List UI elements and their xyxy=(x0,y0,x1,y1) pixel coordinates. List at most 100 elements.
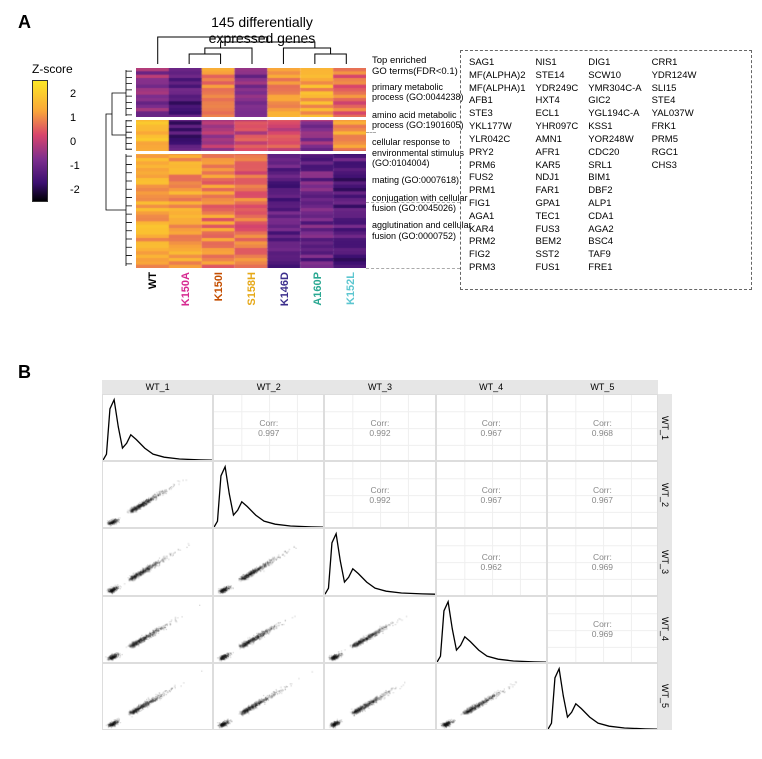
gene-name: FUS3 xyxy=(535,224,578,237)
gene-name: STE3 xyxy=(469,108,525,121)
gene-name: BSC4 xyxy=(588,236,641,249)
pairs-scatter-cell: 02468 xyxy=(324,663,435,730)
gene-name: YAL037W xyxy=(652,108,697,121)
gene-name: YHR097C xyxy=(535,121,578,134)
gene-name: AGA1 xyxy=(469,211,525,224)
pairs-scatter-cell: 02468 xyxy=(102,596,213,663)
dash-connector xyxy=(366,202,460,203)
go-term: mating (GO:0007618) xyxy=(372,175,472,185)
gene-name: YLR042C xyxy=(469,134,525,147)
gene-name: YKL177W xyxy=(469,121,525,134)
gene-name: PRM2 xyxy=(469,236,525,249)
gene-name: STE14 xyxy=(535,70,578,83)
pairs-column-header: WT_3 xyxy=(324,380,435,394)
panel-a-label: A xyxy=(18,12,31,33)
heatmap-column-labels: WTK150AK150IS158HK146DA160PK152L xyxy=(136,270,366,330)
gene-name: NDJ1 xyxy=(535,172,578,185)
pairs-scatter-cell: 02468 xyxy=(102,528,213,595)
gene-name: NIS1 xyxy=(535,57,578,70)
gene-name: RGC1 xyxy=(652,147,697,160)
pairs-column-header: WT_2 xyxy=(213,380,324,394)
gene-name: GIC2 xyxy=(588,95,641,108)
gene-name: AFB1 xyxy=(469,95,525,108)
pairs-column-header: WT_4 xyxy=(436,380,547,394)
pairs-diagonal-density: 02468 xyxy=(547,663,658,730)
pairs-correlation-cell: Corr: 0.967 xyxy=(436,394,547,461)
pairs-diagonal-density xyxy=(213,461,324,528)
colorbar-tick: 2 xyxy=(70,88,76,100)
gene-name: BIM1 xyxy=(588,172,641,185)
gene-name: MF(ALPHA)1 xyxy=(469,83,525,96)
pairs-diagonal-density xyxy=(436,596,547,663)
gene-name: STE4 xyxy=(652,95,697,108)
go-term: cellular response to environmental stimu… xyxy=(372,137,472,168)
pairs-correlation-cell: Corr: 0.969 xyxy=(547,596,658,663)
colorbar-tick: -1 xyxy=(70,160,80,172)
colorbar-tick: 0 xyxy=(70,136,76,148)
heatmap-cluster-separator xyxy=(136,117,366,120)
heatmap-column-label: K150A xyxy=(180,272,192,306)
gene-name: CDC20 xyxy=(588,147,641,160)
gene-name: YGL194C-A xyxy=(588,108,641,121)
pairs-diagonal-density: 0.10.20.30.4 xyxy=(102,394,213,461)
pairs-row-header: WT_4 xyxy=(658,596,672,663)
gene-name: PRM5 xyxy=(652,134,697,147)
gene-name: HXT4 xyxy=(535,95,578,108)
pairs-row-header: WT_5 xyxy=(658,663,672,730)
colorbar-gradient xyxy=(32,80,48,202)
pairs-correlation-cell: Corr: 0.967 xyxy=(436,461,547,528)
gene-name: CHS3 xyxy=(652,160,697,173)
heatmap xyxy=(136,68,366,268)
colorbar-label: Z-score xyxy=(32,62,82,76)
colorbar-tick: 1 xyxy=(70,112,76,124)
colorbar: Z-score 2 1 0 -1 -2 xyxy=(32,62,82,202)
gene-name: FUS1 xyxy=(535,262,578,275)
gene-name: FRE1 xyxy=(588,262,641,275)
gene-name: AMN1 xyxy=(535,134,578,147)
heatmap-column-label: K152L xyxy=(345,272,357,305)
pairs-scatter-cell xyxy=(324,596,435,663)
pairs-diagonal-density xyxy=(324,528,435,595)
gene-name: GPA1 xyxy=(535,198,578,211)
pairs-scatter-cell xyxy=(213,528,324,595)
pairs-scatter-cell: 02468 xyxy=(213,663,324,730)
gene-name: PRM3 xyxy=(469,262,525,275)
go-term: primary metabolic process (GO:0044238) xyxy=(372,82,472,103)
pairs-row-header: WT_2 xyxy=(658,461,672,528)
panel-b-label: B xyxy=(18,362,31,383)
gene-name: SLI15 xyxy=(652,83,697,96)
heatmap-column-label: A160P xyxy=(312,272,324,306)
pairs-correlation-cell: Corr: 0.968 xyxy=(547,394,658,461)
gene-name: FRK1 xyxy=(652,121,697,134)
pairs-scatter-cell xyxy=(213,596,324,663)
dash-connector xyxy=(366,132,376,133)
gene-name: ECL1 xyxy=(535,108,578,121)
gene-name: CDA1 xyxy=(588,211,641,224)
go-terms-header: Top enrichedGO terms(FDR<0.1) xyxy=(372,56,472,78)
gene-name: YMR304C-A xyxy=(588,83,641,96)
dash-connector xyxy=(366,268,460,269)
pairs-correlation-cell: Corr: 0.969 xyxy=(547,528,658,595)
gene-name: CRR1 xyxy=(652,57,697,70)
colorbar-tick: -2 xyxy=(70,184,80,196)
gene-name: SCW10 xyxy=(588,70,641,83)
gene-name: KAR4 xyxy=(469,224,525,237)
gene-name: PRM1 xyxy=(469,185,525,198)
gene-name: SAG1 xyxy=(469,57,525,70)
pairs-column-header: WT_5 xyxy=(547,380,658,394)
gene-name: KAR5 xyxy=(535,160,578,173)
heatmap-cluster-separator xyxy=(136,151,366,154)
gene-name: FAR1 xyxy=(535,185,578,198)
pairs-scatter-cell: 02468 xyxy=(436,663,547,730)
pairs-correlation-cell: Corr: 0.967 xyxy=(547,461,658,528)
go-terms-list: Top enrichedGO terms(FDR<0.1) primary me… xyxy=(372,56,472,248)
heatmap-column-label: K150I xyxy=(213,272,225,301)
gene-name: AGA2 xyxy=(588,224,641,237)
go-term: agglutination and cellular fusion (GO:00… xyxy=(372,220,472,241)
gene-name: TAF9 xyxy=(588,249,641,262)
go-term: amino acid metabolic process (GO:1901605… xyxy=(372,110,472,131)
pairs-correlation-cell: Corr: 0.962 xyxy=(436,528,547,595)
gene-name: FUS2 xyxy=(469,172,525,185)
gene-name: BEM2 xyxy=(535,236,578,249)
pairs-scatter-cell: 02468 xyxy=(102,461,213,528)
